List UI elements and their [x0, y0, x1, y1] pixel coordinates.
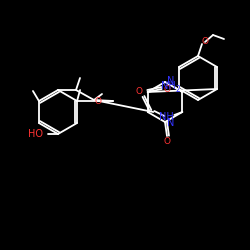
Text: O: O	[163, 84, 170, 94]
Text: N: N	[167, 76, 175, 86]
Text: O: O	[94, 96, 102, 106]
Text: NH: NH	[159, 112, 174, 122]
Text: O: O	[136, 86, 143, 96]
Text: HO: HO	[28, 129, 44, 139]
Text: O: O	[202, 36, 208, 46]
Text: 2: 2	[176, 84, 181, 94]
Text: NH: NH	[161, 81, 176, 91]
Text: O: O	[164, 138, 170, 146]
Text: N: N	[167, 118, 175, 128]
